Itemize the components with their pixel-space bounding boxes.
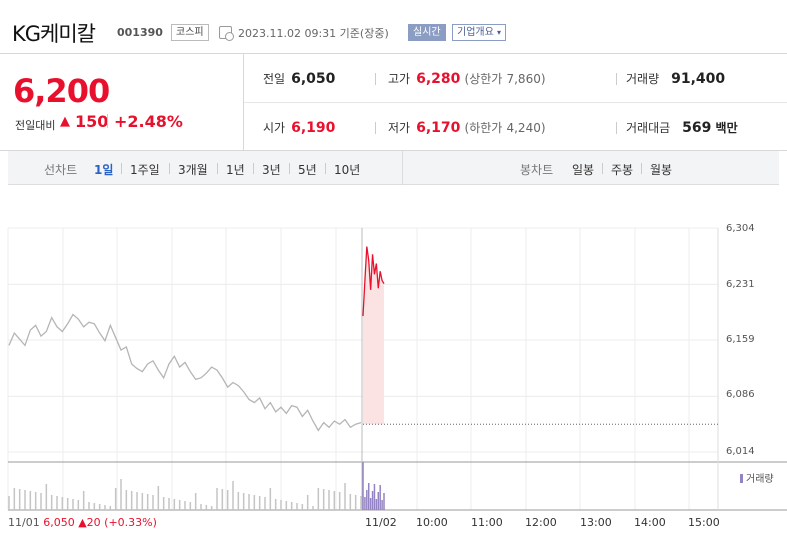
lower-limit-label: (하한가 — [464, 121, 503, 135]
up-arrow-icon: ▲ — [60, 114, 70, 129]
low: 저가 6,170 (하한가 4,240) — [388, 119, 546, 136]
x-tick-label: 13:00 — [580, 516, 612, 529]
x-tick-label: 14:00 — [634, 516, 666, 529]
market-badge: 코스피 — [171, 24, 209, 41]
volume-label: 거래량 — [626, 72, 660, 86]
volume-legend-label: 거래량 — [746, 474, 774, 485]
y-tick-label: 6,086 — [726, 389, 755, 400]
volume-swatch — [740, 474, 743, 483]
prev-day-change: 20 — [86, 516, 101, 529]
trade-value-number: 569 — [682, 120, 712, 136]
low-label: 저가 — [388, 121, 411, 135]
divider — [253, 163, 254, 174]
high: 고가 6,280 (상한가 7,860) — [388, 70, 546, 87]
tab-1w[interactable]: 1주일 — [130, 163, 160, 177]
open-label: 시가 — [263, 121, 286, 135]
divider — [244, 102, 787, 103]
divider — [641, 163, 642, 174]
trade-value: 거래대금 569 백만 — [626, 119, 738, 136]
up-arrow-icon: ▲ — [78, 516, 87, 529]
tab-5y[interactable]: 5년 — [298, 163, 317, 177]
divider — [217, 163, 218, 174]
prev-close: 전일 6,050 — [263, 70, 335, 87]
price-chart: 6,304 6,231 6,159 6,086 6,014 거래량 11/01 … — [0, 190, 787, 540]
tab-daily[interactable]: 일봉 — [572, 163, 595, 177]
y-tick-label: 6,304 — [726, 223, 755, 234]
prev-day-info: 11/01 6,050 ▲20 (+0.33%) — [8, 516, 157, 529]
line-chart-label: 선차트 — [44, 163, 78, 177]
tab-3m[interactable]: 3개월 — [178, 163, 208, 177]
upper-limit-value: 7,860) — [506, 72, 546, 86]
chart-canvas — [7, 227, 787, 511]
x-tick-label: 10:00 — [416, 516, 448, 529]
divider — [289, 163, 290, 174]
open: 시가 6,190 — [263, 119, 335, 136]
prev-close-label: 전일 — [263, 72, 286, 86]
lower-limit-value: 4,240) — [506, 121, 546, 135]
high-label: 고가 — [388, 72, 411, 86]
company-name: KG케미칼 — [12, 22, 96, 46]
divider — [602, 163, 603, 174]
tab-weekly[interactable]: 주봉 — [611, 163, 634, 177]
volume-value: 91,400 — [671, 71, 726, 87]
prev-day-change-pct: (+0.33%) — [104, 516, 157, 529]
candle-chart-label: 봉차트 — [520, 163, 554, 177]
prev-close-value: 6,050 — [291, 71, 336, 87]
trade-value-unit: 백만 — [715, 121, 738, 135]
divider — [402, 151, 403, 185]
tab-monthly[interactable]: 월봉 — [650, 163, 673, 177]
x-tick-label: 11/02 — [365, 516, 397, 529]
divider — [375, 122, 376, 134]
chart-tabs: 선차트 1일 1주일 3개월 1년 3년 5년 10년 봉차트 일봉 주봉 월봉 — [8, 151, 779, 185]
today-area — [363, 246, 384, 425]
stock-header: KG케미칼 001390 코스피 2023.11.02 09:31 기준(장중)… — [0, 0, 787, 54]
open-value: 6,190 — [291, 120, 336, 136]
quote-panel: 6,200 전일대비 ▲ 150 +2.48% 전일 6,050 고가 6,280 … — [0, 54, 787, 151]
low-value: 6,170 — [416, 120, 461, 136]
divider — [121, 163, 122, 174]
prev-day-close: 6,050 — [43, 516, 75, 529]
divider — [375, 73, 376, 85]
x-tick-label: 12:00 — [525, 516, 557, 529]
change-percent: +2.48% — [114, 112, 183, 131]
prev-day-line — [8, 313, 362, 432]
clock-icon — [219, 26, 234, 41]
y-tick-label: 6,014 — [726, 446, 755, 457]
volume-legend: 거래량 — [740, 470, 774, 485]
divider — [616, 73, 617, 85]
price-box: 6,200 전일대비 ▲ 150 +2.48% — [0, 54, 244, 151]
high-value: 6,280 — [416, 71, 461, 87]
trade-value-label: 거래대금 — [626, 121, 671, 135]
change-label: 전일대비 — [15, 119, 56, 132]
divider — [169, 163, 170, 174]
change-value: 150 — [75, 112, 109, 131]
company-info-button[interactable]: 기업개요 ▾ — [452, 24, 507, 41]
divider — [325, 163, 326, 174]
tab-3y[interactable]: 3년 — [262, 163, 281, 177]
chevron-down-icon: ▾ — [497, 28, 502, 37]
y-tick-label: 6,159 — [726, 334, 755, 345]
volume: 거래량 91,400 — [626, 70, 725, 87]
current-price: 6,200 — [13, 72, 110, 110]
company-info-label: 기업개요 — [457, 27, 494, 38]
upper-limit-label: (상한가 — [464, 72, 503, 86]
today-line — [362, 246, 385, 317]
live-badge[interactable]: 실시간 — [408, 24, 446, 41]
prev-day-date: 11/01 — [8, 516, 40, 529]
divider — [107, 114, 108, 128]
tab-1y[interactable]: 1년 — [226, 163, 245, 177]
tab-10y[interactable]: 10년 — [334, 163, 361, 177]
divider — [616, 122, 617, 134]
y-tick-label: 6,231 — [726, 279, 755, 290]
stock-code: 001390 — [117, 26, 163, 39]
as-of-timestamp: 2023.11.02 09:31 기준(장중) — [238, 27, 389, 40]
x-tick-label: 15:00 — [688, 516, 720, 529]
tab-1d[interactable]: 1일 — [94, 163, 114, 177]
x-tick-label: 11:00 — [471, 516, 503, 529]
